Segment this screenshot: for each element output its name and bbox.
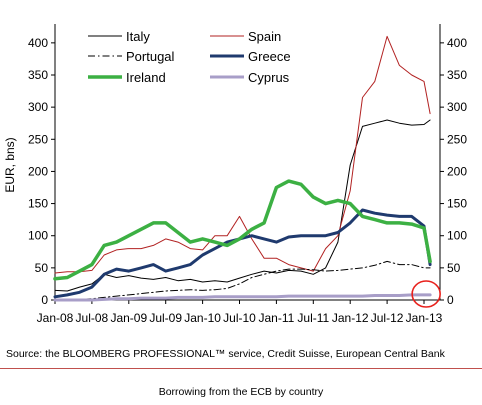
x-tick-label: Jul-08: [76, 311, 109, 325]
divider-line: [0, 368, 482, 369]
series-line-greece: [53, 208, 432, 299]
legend-label-spain: Spain: [248, 29, 281, 44]
y-tick-label-left: 350: [28, 68, 48, 82]
y-tick-label-right: 250: [447, 132, 467, 146]
source-note: Source: the BLOOMBERG PROFESSIONAL™ serv…: [6, 348, 445, 360]
x-tick-label: Jul-11: [297, 311, 329, 325]
x-tick-label: Jul-09: [149, 311, 182, 325]
x-tick-label: Jan-10: [184, 311, 221, 325]
y-tick-label-left: 50: [35, 261, 49, 275]
x-tick-label: Jul-12: [371, 311, 404, 325]
series-line-spain: [54, 35, 431, 274]
figure-caption: Borrowing from the ECB by country: [158, 386, 324, 398]
x-tick-label: Jul-10: [223, 311, 256, 325]
legend-label-italy: Italy: [126, 29, 150, 44]
y-tick-label-left: 400: [28, 36, 48, 50]
x-tick-label: Jan-12: [332, 311, 369, 325]
chart-overlay: [411, 280, 441, 308]
x-tick-label: Jan-08: [37, 311, 74, 325]
highlight-circle: [411, 280, 441, 308]
y-tick-label-right: 50: [447, 261, 461, 275]
y-tick-label-right: 400: [447, 36, 467, 50]
chart-legend: Italy Spain Portugal Greece Ireland Cyprus: [88, 29, 291, 85]
y-tick-label-right: 200: [447, 164, 467, 178]
x-tick-label: Jan-11: [258, 311, 294, 325]
series-line-ireland: [53, 179, 432, 281]
legend-label-ireland: Ireland: [126, 70, 166, 85]
x-tick-label: Jan-13: [406, 311, 443, 325]
series-line-italy: [54, 119, 431, 292]
y-tick-label-left: 200: [28, 164, 48, 178]
y-tick-label-right: 300: [447, 100, 467, 114]
chart: 0 0 50 50 100 100 150 150 200 200 250 250 300 300 350 3…: [3, 24, 467, 325]
y-axis-label: EUR, bns): [3, 137, 17, 192]
chart-series: [53, 35, 432, 302]
y-tick-label-right: 0: [447, 293, 454, 307]
legend-label-cyprus: Cyprus: [248, 70, 290, 85]
y-tick-label-left: 300: [28, 100, 48, 114]
y-tick-label-right: 150: [447, 197, 467, 211]
legend-label-portugal: Portugal: [126, 49, 175, 64]
series-line-cyprus: [53, 293, 432, 302]
chart-axes: 0 0 50 50 100 100 150 150 200 200 250 250 300 300 350 3…: [3, 24, 467, 325]
series-line-portugal: [54, 260, 431, 301]
legend-label-greece: Greece: [248, 49, 291, 64]
y-tick-label-left: 150: [28, 197, 48, 211]
y-tick-label-right: 350: [447, 68, 467, 82]
y-tick-label-left: 100: [28, 229, 48, 243]
x-tick-label: Jan-09: [110, 311, 147, 325]
y-tick-label-left: 250: [28, 132, 48, 146]
y-tick-label-left: 0: [41, 293, 48, 307]
y-tick-label-right: 100: [447, 229, 467, 243]
